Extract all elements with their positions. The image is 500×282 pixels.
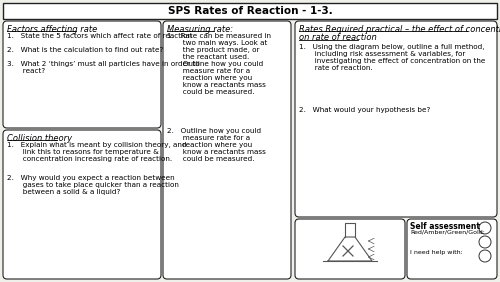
- FancyBboxPatch shape: [295, 21, 497, 217]
- FancyBboxPatch shape: [3, 130, 161, 279]
- Text: 2.   What would your hypothesis be?: 2. What would your hypothesis be?: [299, 107, 430, 113]
- FancyBboxPatch shape: [163, 21, 291, 279]
- Text: 3.   What 2 ‘things’ must all particles have in order to
       react?: 3. What 2 ‘things’ must all particles ha…: [7, 61, 200, 74]
- Text: Red/Amber/Green/Gold:: Red/Amber/Green/Gold:: [410, 230, 485, 235]
- FancyBboxPatch shape: [3, 21, 161, 128]
- Text: 1.   State the 5 factors which affect rate of reaction: 1. State the 5 factors which affect rate…: [7, 33, 192, 39]
- Text: Factors affecting rate: Factors affecting rate: [7, 25, 97, 34]
- Text: 2.   Why would you expect a reaction between
       gases to take place quicker : 2. Why would you expect a reaction betwe…: [7, 175, 179, 195]
- Text: Rates Required practical – the effect of concentration: Rates Required practical – the effect of…: [299, 25, 500, 34]
- Text: 2.   What is the calculation to find out rate?: 2. What is the calculation to find out r…: [7, 47, 164, 53]
- Text: 1.   Using the diagram below, outline a full method,
       including risk asses: 1. Using the diagram below, outline a fu…: [299, 44, 486, 71]
- Bar: [3, 3, 497, 19]
- Text: Measuring rate:: Measuring rate:: [167, 25, 233, 34]
- Text: Self assessment: Self assessment: [410, 222, 480, 231]
- Text: Collision theory: Collision theory: [7, 134, 72, 143]
- Text: 1.   Explain what is meant by collision theory, and
       link this to reasons : 1. Explain what is meant by collision th…: [7, 142, 186, 162]
- Text: I need help with:: I need help with:: [410, 250, 463, 255]
- FancyBboxPatch shape: [295, 219, 405, 279]
- Text: 1.   Rate can be measured in
       two main ways. Look at
       the product ma: 1. Rate can be measured in two main ways…: [167, 33, 271, 95]
- Text: SPS Rates of Reaction - 1-3.: SPS Rates of Reaction - 1-3.: [168, 6, 332, 16]
- Text: 2.   Outline how you could
       measure rate for a
       reaction where you
 : 2. Outline how you could measure rate fo…: [167, 128, 266, 162]
- Text: on rate of reaction: on rate of reaction: [299, 33, 377, 42]
- FancyBboxPatch shape: [407, 219, 497, 279]
